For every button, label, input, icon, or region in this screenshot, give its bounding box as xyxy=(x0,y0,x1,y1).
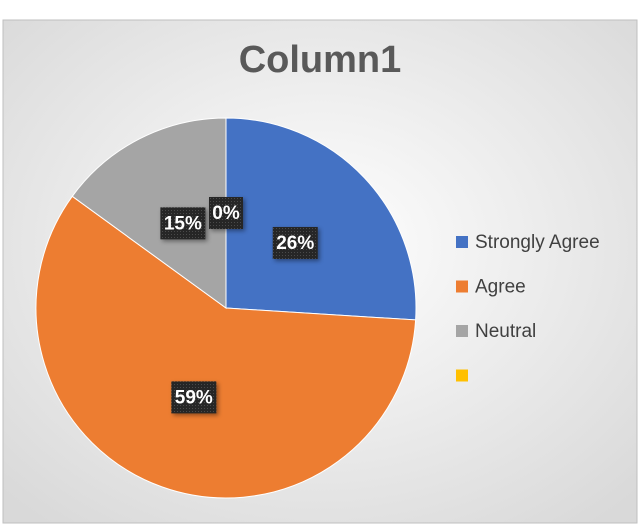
data-label-box xyxy=(209,197,243,229)
legend-swatch xyxy=(456,369,468,382)
data-label: 26% xyxy=(276,233,314,254)
pie-slice xyxy=(71,117,227,309)
legend-swatch xyxy=(456,280,468,293)
pie-slice xyxy=(35,195,417,499)
legend-label: Agree xyxy=(475,277,526,298)
data-label-box xyxy=(272,226,318,259)
data-label: 59% xyxy=(175,387,213,408)
legend-label: Strongly Agree xyxy=(475,232,600,253)
pie-slice xyxy=(225,117,417,321)
data-label-box xyxy=(171,381,217,414)
data-label: 0% xyxy=(212,203,240,224)
legend-swatch xyxy=(456,236,468,248)
legend-swatch xyxy=(456,325,468,337)
chart-title: Column1 xyxy=(239,39,402,81)
data-label: 15% xyxy=(164,213,202,234)
legend-label: Neutral xyxy=(475,321,536,342)
data-label-box xyxy=(160,207,206,240)
